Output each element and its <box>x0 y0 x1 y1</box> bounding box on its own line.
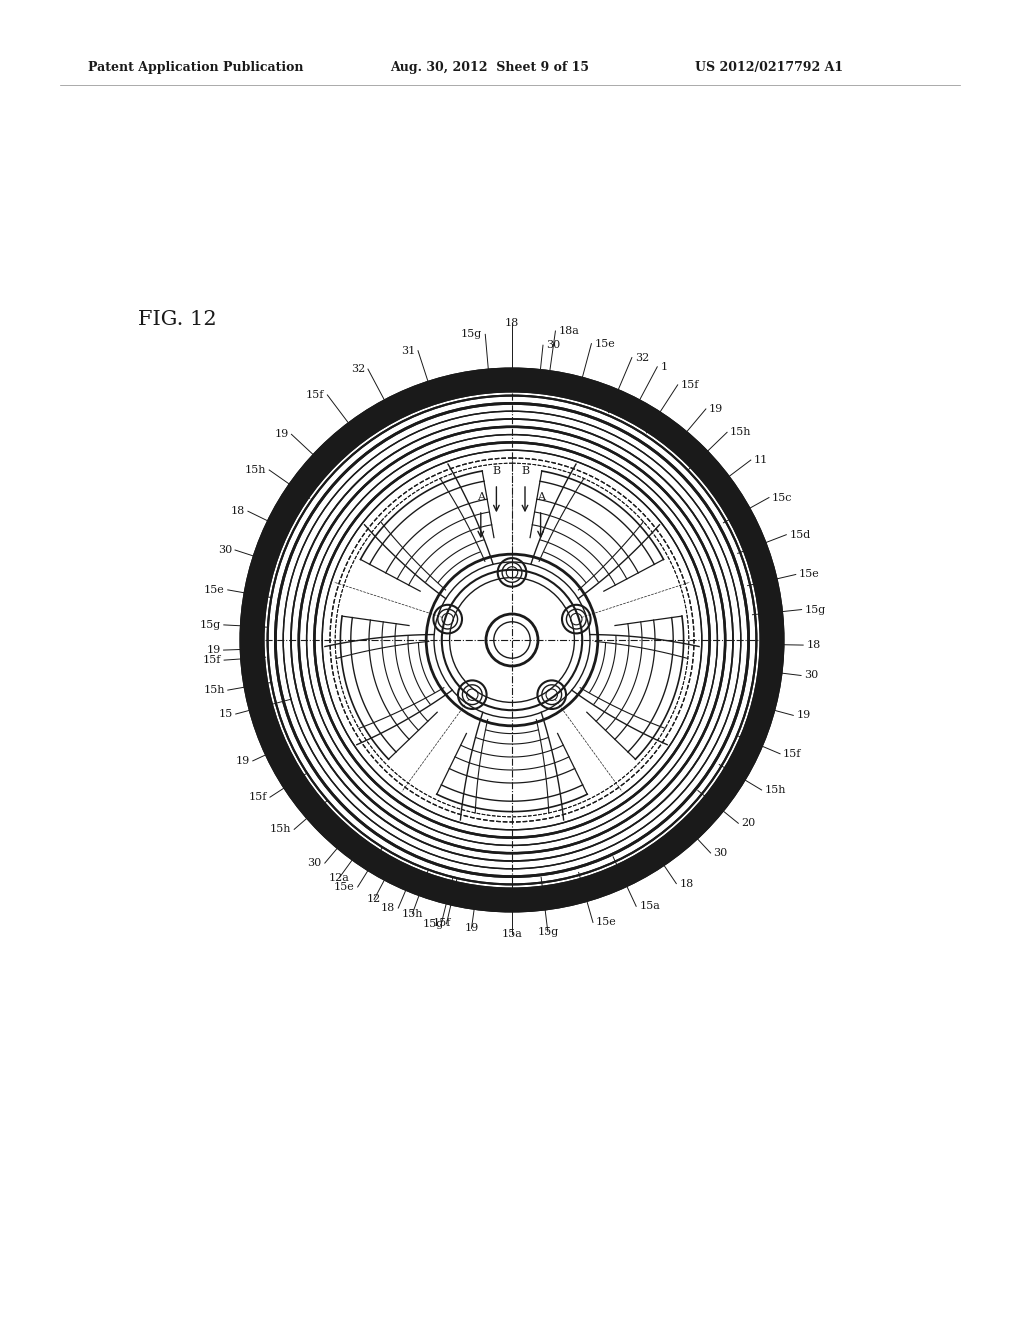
Text: Aug. 30, 2012  Sheet 9 of 15: Aug. 30, 2012 Sheet 9 of 15 <box>390 62 589 74</box>
Text: 19: 19 <box>709 404 723 414</box>
Text: 18: 18 <box>806 640 820 649</box>
Text: 15: 15 <box>218 709 232 719</box>
Text: 30: 30 <box>546 341 560 350</box>
Text: 20: 20 <box>741 818 756 828</box>
Text: 19: 19 <box>464 924 478 933</box>
Text: 15f: 15f <box>249 792 267 803</box>
Text: B: B <box>521 466 529 477</box>
Text: 32: 32 <box>635 352 649 363</box>
Text: 32: 32 <box>350 364 365 374</box>
Text: US 2012/0217792 A1: US 2012/0217792 A1 <box>695 62 843 74</box>
Text: 15e: 15e <box>594 339 615 348</box>
Text: 18a: 18a <box>558 326 580 337</box>
Text: 15f: 15f <box>432 917 451 928</box>
Text: 18: 18 <box>679 879 693 888</box>
Text: 15h: 15h <box>730 428 752 437</box>
Text: 18: 18 <box>230 506 245 516</box>
Text: 15f: 15f <box>783 748 802 759</box>
Text: 15d: 15d <box>790 529 811 540</box>
Text: A: A <box>537 492 545 502</box>
Text: 12: 12 <box>367 895 381 904</box>
Text: Patent Application Publication: Patent Application Publication <box>88 62 303 74</box>
Text: 15e: 15e <box>799 569 819 579</box>
Text: 12a: 12a <box>329 873 350 883</box>
Text: 15g: 15g <box>805 605 825 615</box>
Text: 15h: 15h <box>245 465 266 475</box>
Text: 15g: 15g <box>461 330 482 339</box>
Text: 15g: 15g <box>538 927 558 937</box>
Text: 15c: 15c <box>772 492 793 503</box>
Text: 15f: 15f <box>306 389 325 400</box>
Text: 19: 19 <box>797 710 811 721</box>
Text: 15e: 15e <box>596 917 616 928</box>
Text: 30: 30 <box>218 545 232 554</box>
Circle shape <box>314 442 710 838</box>
Text: 15h: 15h <box>401 908 423 919</box>
Text: 18: 18 <box>381 903 395 913</box>
Text: 30: 30 <box>307 858 322 869</box>
Text: 19: 19 <box>236 756 250 766</box>
Text: 15h: 15h <box>765 785 786 795</box>
Text: 15e: 15e <box>204 585 225 595</box>
Text: 18: 18 <box>505 318 519 327</box>
Text: 15h: 15h <box>204 685 225 696</box>
Text: 15a: 15a <box>502 929 522 939</box>
Text: 11: 11 <box>754 455 768 465</box>
Text: 19: 19 <box>206 645 220 655</box>
Text: 15h: 15h <box>269 824 291 834</box>
Text: 15e: 15e <box>334 882 354 892</box>
Text: 15a: 15a <box>639 902 660 911</box>
Text: 19: 19 <box>274 429 289 440</box>
Text: 1: 1 <box>660 362 668 372</box>
Text: 15g: 15g <box>200 620 221 630</box>
Text: 15f: 15f <box>203 655 221 665</box>
Text: 31: 31 <box>400 346 415 355</box>
Text: 30: 30 <box>804 671 818 681</box>
Text: B: B <box>493 466 501 477</box>
Text: FIG. 12: FIG. 12 <box>138 310 217 329</box>
Text: 15f: 15f <box>681 380 699 389</box>
Text: 30: 30 <box>714 847 728 858</box>
Text: A: A <box>477 492 484 502</box>
Text: 15g: 15g <box>422 919 443 929</box>
